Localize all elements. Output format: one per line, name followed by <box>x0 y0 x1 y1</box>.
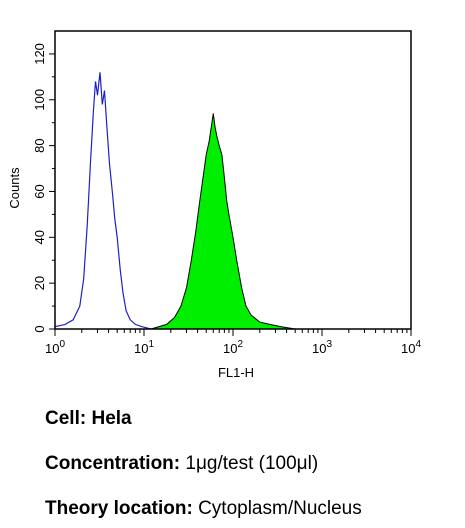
x-tick-label: 101 <box>134 339 154 356</box>
x-tick-label: 103 <box>312 339 332 356</box>
y-tick-label: 40 <box>32 230 47 244</box>
x-tick-label: 104 <box>401 339 421 356</box>
y-axis: 0 20 40 60 80 100 120 <box>32 43 55 333</box>
caption-concentration: Concentration: 1μg/test (100μl) <box>45 452 460 476</box>
y-tick-label: 20 <box>32 276 47 290</box>
y-tick-label: 0 <box>32 325 47 332</box>
y-axis-label: Counts <box>7 167 22 209</box>
plot-series <box>54 72 296 330</box>
histogram-chart: 100 101 102 103 104 0 20 40 60 80 100 120 FL1-H Co… <box>7 30 421 380</box>
series-0-outline-histogram <box>54 72 152 330</box>
caption-cell-label: Cell: <box>45 408 87 429</box>
caption-location: Theory location: Cytoplasm/Nucleus <box>45 497 460 521</box>
y-tick-label: 80 <box>32 138 47 152</box>
y-tick-label: 100 <box>32 89 47 111</box>
y-tick-label: 60 <box>32 184 47 198</box>
caption-cell: Cell: Hela <box>45 407 460 431</box>
caption-cell-value: Hela <box>91 408 132 429</box>
x-tick-label: 100 <box>45 339 65 356</box>
series-1-filled-histogram <box>150 113 296 330</box>
caption-concentration-value: 1μg/test (100μl) <box>185 453 319 474</box>
caption-location-label: Theory location: <box>45 498 193 519</box>
x-tick-label: 102 <box>223 339 243 356</box>
y-tick-label: 120 <box>32 43 47 65</box>
x-axis-label: FL1-H <box>218 365 254 380</box>
caption-concentration-label: Concentration: <box>45 453 181 474</box>
x-axis: 100 101 102 103 104 <box>45 329 421 356</box>
caption-location-value: Cytoplasm/Nucleus <box>198 498 362 519</box>
